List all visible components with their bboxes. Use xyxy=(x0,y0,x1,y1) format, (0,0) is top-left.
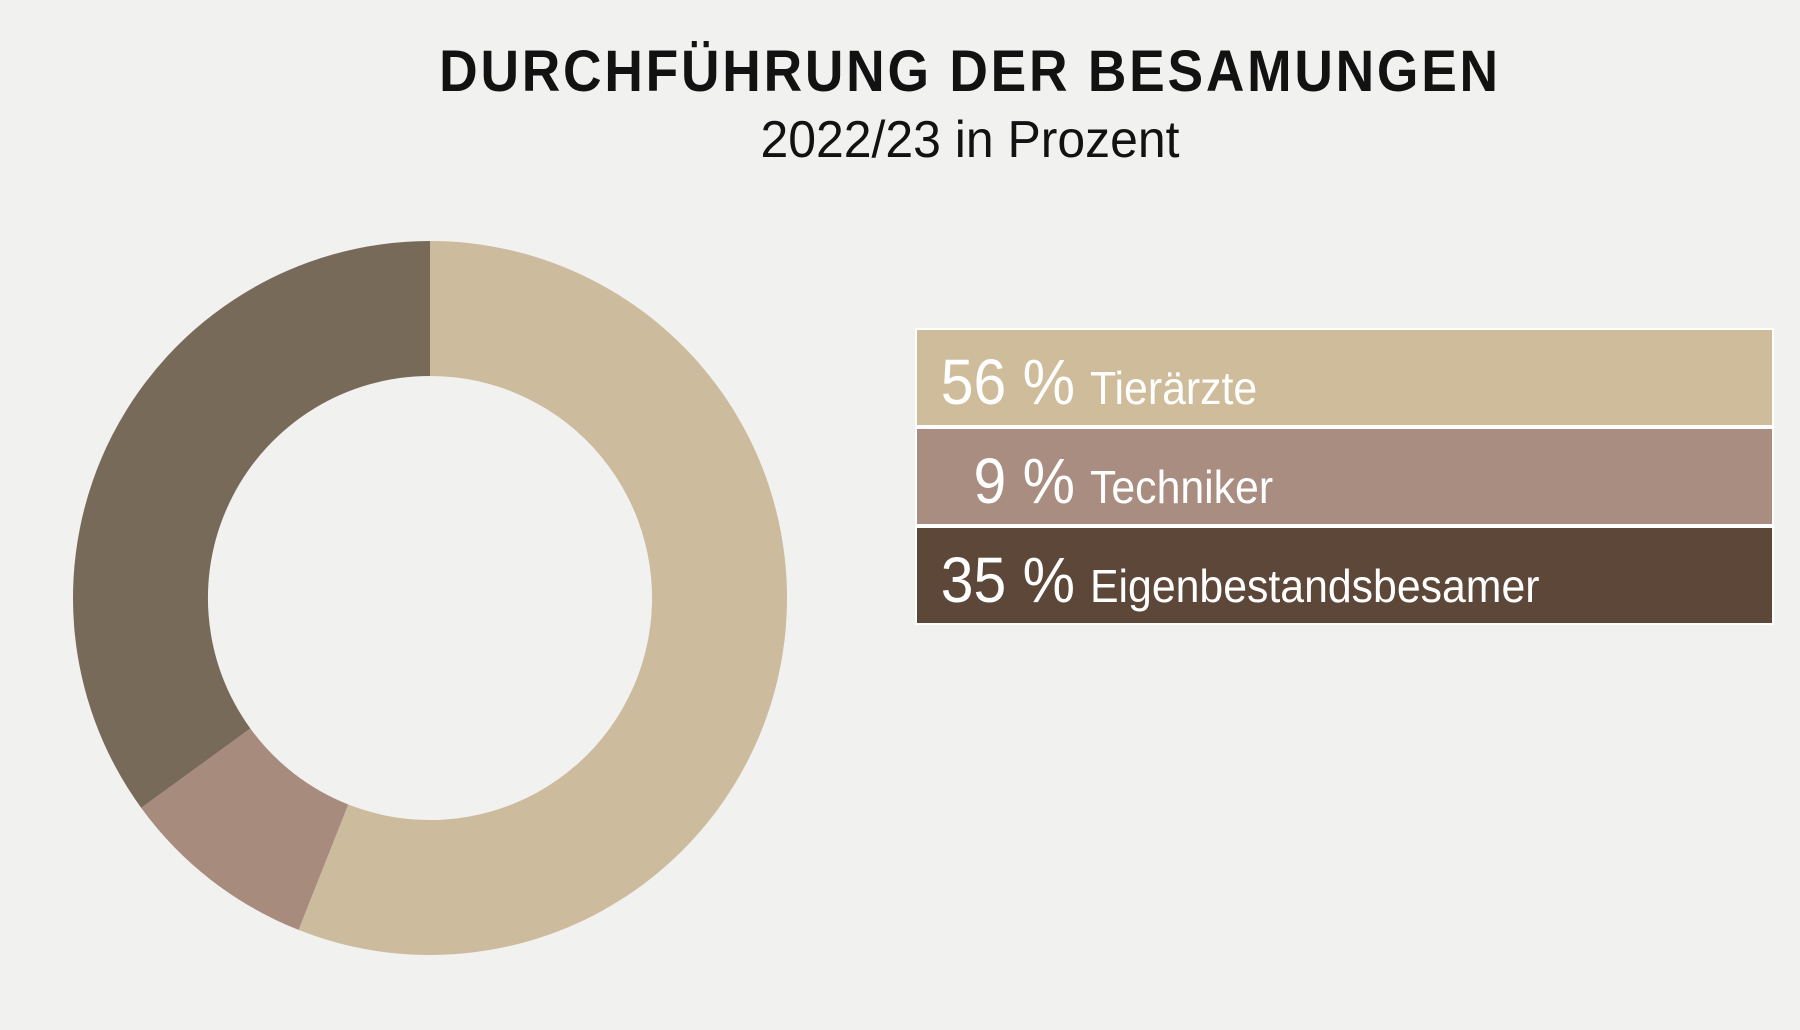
donut-segment-eigenbestandsbesamer xyxy=(72,241,430,808)
chart-subtitle: 2022/23 in Prozent xyxy=(760,110,1180,169)
legend-row-techniker: 9 % Techniker xyxy=(915,427,1774,526)
legend-value: 35 % xyxy=(940,544,1075,616)
legend-label: Techniker xyxy=(1090,461,1274,513)
legend-value: 9 % xyxy=(973,445,1075,517)
legend-row-tieraerzte: 56 % Tierärzte xyxy=(915,328,1774,427)
legend-value: 56 % xyxy=(940,346,1075,418)
legend-row-eigenbestandsbesamer: 35 % Eigenbestandsbesamer xyxy=(915,526,1774,625)
legend-label: Eigenbestandsbesamer xyxy=(1090,560,1540,612)
chart-legend: 56 % Tierärzte 9 % Techniker 35 % Eigenbest… xyxy=(915,328,1774,625)
legend-label: Tierärzte xyxy=(1090,362,1258,414)
donut-segment-techniker xyxy=(141,728,349,930)
chart-header: DURCHFÜHRUNG DER BESAMUNGEN 2022/23 in P… xyxy=(140,37,1800,171)
chart-title: DURCHFÜHRUNG DER BESAMUNGEN xyxy=(439,39,1501,104)
donut-segment-tierärzte xyxy=(298,241,788,956)
